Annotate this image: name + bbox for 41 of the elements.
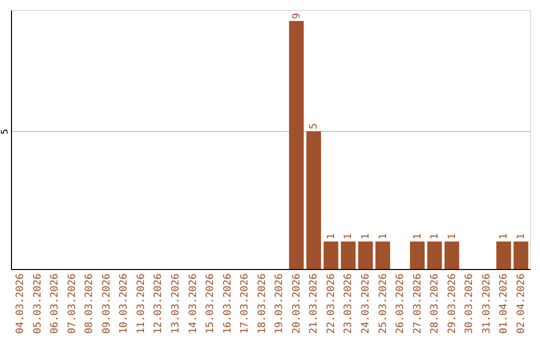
x-tick-label: 06.03.2026: [50, 274, 61, 334]
data-label: 1: [516, 233, 527, 240]
x-tick-label: 16.03.2026: [222, 274, 234, 334]
x-tick-label: 15.03.2026: [205, 274, 216, 334]
x-tick-label: 18.03.2026: [256, 274, 268, 334]
x-tick-label: 11.03.2026: [136, 274, 147, 334]
x-tick-label: 24.03.2026: [360, 274, 372, 334]
x-tick-label: 10.03.2026: [118, 274, 130, 334]
x-tick-label: 29.03.2026: [446, 274, 458, 334]
x-tick-label: 13.03.2026: [170, 274, 182, 334]
x-tick-label: 05.03.2026: [32, 274, 44, 334]
x-tick-label: 22.03.2026: [326, 274, 337, 334]
x-tick-label: 28.03.2026: [430, 274, 441, 334]
data-label: 1: [360, 233, 372, 240]
data-label: 1: [412, 233, 424, 240]
data-label: 1: [343, 233, 354, 240]
data-label: 1: [446, 233, 458, 240]
x-tick-label: 14.03.2026: [188, 274, 199, 334]
x-tick-label: 07.03.2026: [66, 274, 78, 334]
x-tick-label: 02.04.2026: [516, 274, 527, 334]
data-label: 1: [326, 233, 337, 240]
x-tick-label: 30.03.2026: [464, 274, 476, 334]
data-label: 9: [291, 12, 302, 20]
x-tick-label: 21.03.2026: [308, 274, 320, 334]
x-tick-label: 12.03.2026: [153, 274, 164, 334]
x-tick-label: 01.04.2026: [498, 274, 510, 334]
x-tick-label: 26.03.2026: [395, 274, 406, 334]
x-tick-label: 19.03.2026: [274, 274, 286, 334]
data-label: 5: [308, 123, 320, 130]
x-tick-label: 27.03.2026: [412, 274, 424, 334]
data-label: 1: [430, 233, 441, 240]
x-tick-label: 25.03.2026: [378, 274, 389, 334]
x-tick-label: 23.03.2026: [343, 274, 354, 334]
x-tick-label: 09.03.2026: [101, 274, 112, 334]
x-tick-label: 04.03.2026: [15, 274, 26, 334]
data-label: 1: [498, 233, 510, 240]
x-tick-label: 17.03.2026: [240, 274, 251, 334]
x-tick-label: 31.03.2026: [481, 274, 492, 334]
data-label: 1: [378, 233, 389, 240]
x-tick-label: 20.03.2026: [291, 274, 302, 334]
x-tick-label: 08.03.2026: [84, 274, 96, 334]
